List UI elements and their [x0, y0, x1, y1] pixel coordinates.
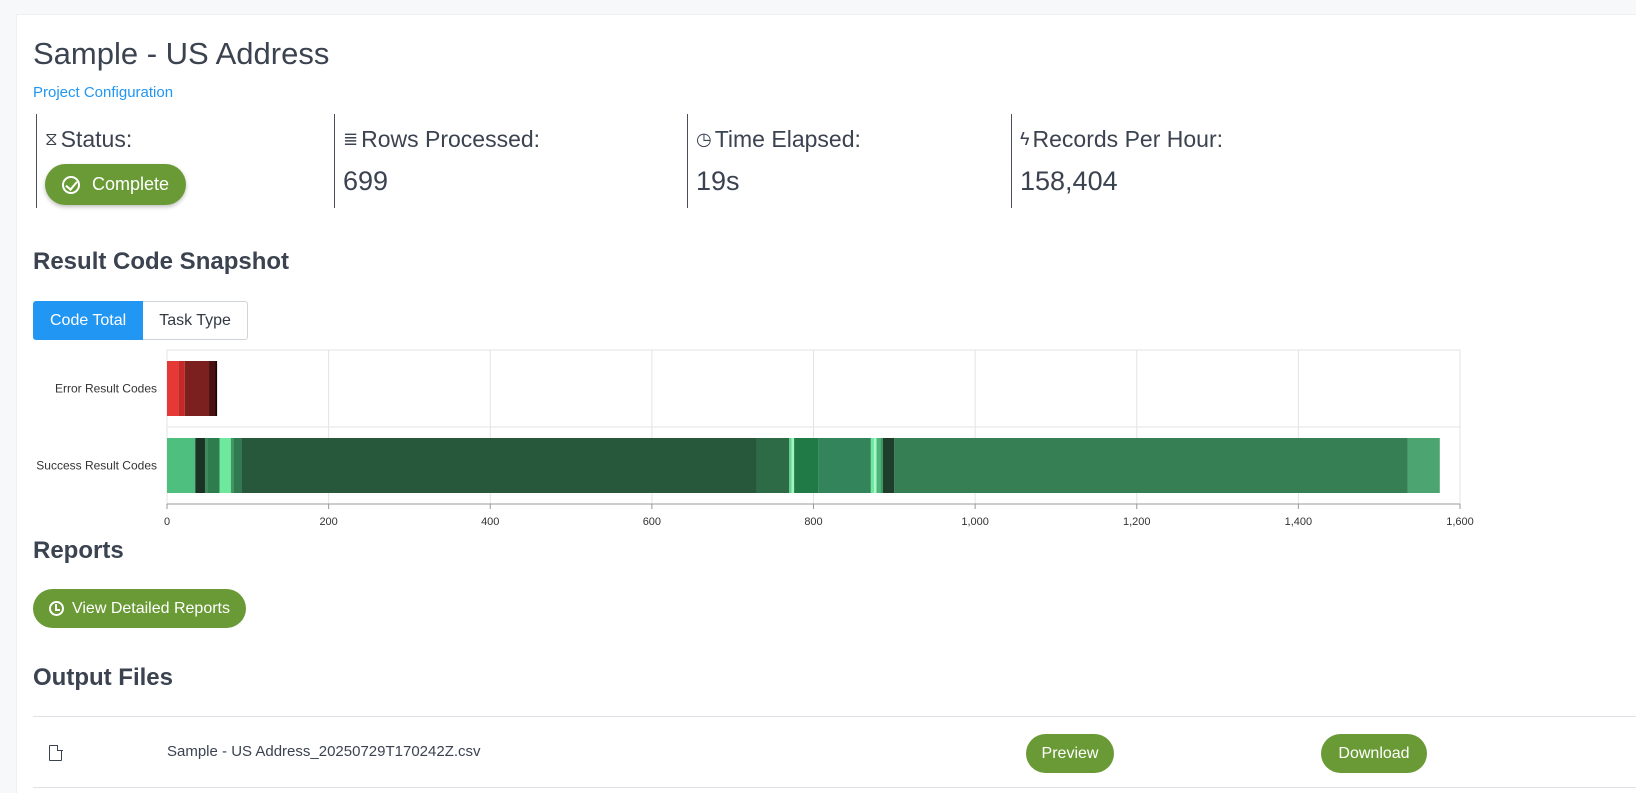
- stat-rate-label: Records Per Hour:: [1032, 126, 1223, 152]
- stat-rows-label: Rows Processed:: [361, 126, 541, 152]
- snapshot-tabs: Code Total Task Type: [33, 301, 248, 340]
- bar-segment: [219, 438, 231, 493]
- bar-segment: [241, 438, 757, 493]
- x-tick-label: 200: [319, 516, 337, 528]
- status-value: Complete: [91, 174, 170, 194]
- bar-segment: [207, 438, 220, 493]
- bar-segment: [756, 438, 790, 493]
- file-icon: [49, 744, 63, 761]
- stat-time-label: Time Elapsed:: [714, 126, 861, 152]
- bar-segment: [870, 438, 875, 493]
- bar-segment: [789, 438, 792, 493]
- output-file-name: Sample - US Address_20250729T170242Z.csv: [167, 743, 481, 760]
- main-card: [16, 14, 1636, 793]
- check-circle-icon: [61, 175, 80, 194]
- bar-segment: [167, 361, 179, 416]
- bolt-icon: ϟ: [1020, 129, 1030, 149]
- project-configuration-link[interactable]: Project Configuration: [33, 84, 174, 101]
- y-category-label: Success Result Codes: [36, 459, 157, 473]
- bar-segment: [230, 438, 234, 493]
- bar-segment: [791, 438, 795, 493]
- hourglass-icon: ⧖: [45, 129, 58, 149]
- bar-segment: [178, 361, 185, 416]
- clock-icon: ◷: [696, 129, 712, 149]
- bar-segment: [794, 438, 819, 493]
- list-icon: ≣: [343, 129, 359, 149]
- x-tick-label: 800: [804, 516, 822, 528]
- stat-status: ⧖ Status: Complete: [36, 114, 316, 208]
- view-detailed-reports-button[interactable]: View Detailed Reports: [33, 589, 246, 628]
- output-file-row: Sample - US Address_20250729T170242Z.csv…: [33, 716, 1636, 788]
- bar-segment: [184, 361, 210, 416]
- x-tick-label: 1,600: [1446, 516, 1474, 528]
- bar-segment: [195, 438, 205, 493]
- bar-segment: [215, 361, 218, 416]
- result-code-chart: 0 200 400 600 800 1,000 1,200 1,400 1,600 Error R…: [36, 349, 1474, 528]
- x-tick-label: 1,000: [961, 516, 989, 528]
- view-detailed-reports-label: View Detailed Reports: [71, 599, 230, 617]
- pie-chart-icon: [48, 601, 64, 616]
- stat-time: ◷ Time Elapsed: 19s: [687, 114, 1007, 208]
- bar-segment: [167, 438, 196, 493]
- snapshot-heading: Result Code Snapshot: [33, 248, 290, 275]
- stat-rows-value: 699: [343, 166, 389, 196]
- output-files-heading: Output Files: [33, 664, 173, 691]
- tab-task-type[interactable]: Task Type: [143, 301, 248, 340]
- stat-time-value: 19s: [696, 166, 740, 196]
- y-category-label: Error Result Codes: [55, 382, 157, 396]
- bar-segment: [209, 361, 216, 416]
- download-button[interactable]: Download: [1321, 734, 1427, 773]
- preview-button[interactable]: Preview: [1026, 734, 1114, 773]
- bar-segment: [876, 438, 881, 493]
- x-tick-label: 1,400: [1285, 516, 1313, 528]
- bar-segment: [880, 438, 883, 493]
- stat-status-label: Status:: [60, 126, 133, 152]
- page-title: Sample - US Address: [33, 36, 330, 71]
- bar-segment: [882, 438, 895, 493]
- x-tick-label: 0: [164, 516, 170, 528]
- status-badge: Complete: [45, 164, 186, 205]
- x-tick-label: 1,200: [1123, 516, 1151, 528]
- bar-segment: [894, 438, 1408, 493]
- bar-segment: [874, 438, 877, 493]
- bar-segment: [204, 438, 208, 493]
- bar-segment: [233, 438, 242, 493]
- x-tick-label: 600: [643, 516, 661, 528]
- bar-segment: [818, 438, 871, 493]
- stat-rate-value: 158,404: [1020, 166, 1118, 196]
- x-tick-label: 400: [481, 516, 499, 528]
- reports-heading: Reports: [33, 537, 124, 564]
- stat-rows: ≣ Rows Processed: 699: [334, 114, 664, 208]
- tab-code-total[interactable]: Code Total: [33, 301, 144, 340]
- stat-rate: ϟ Records Per Hour: 158,404: [1011, 114, 1331, 208]
- bar-segment: [1407, 438, 1440, 493]
